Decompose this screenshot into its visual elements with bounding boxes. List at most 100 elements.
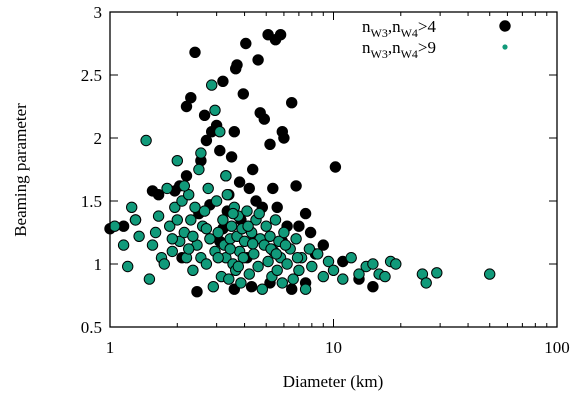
- data-point-series-2: [146, 239, 159, 251]
- data-point-series-2: [193, 163, 205, 176]
- data-point-series-1: [245, 281, 258, 293]
- data-point-series-2: [117, 239, 130, 251]
- data-point-series-2: [260, 220, 272, 232]
- data-point-series-2: [270, 248, 282, 260]
- data-point-series-1: [237, 88, 250, 100]
- data-point-series-2: [287, 273, 299, 285]
- data-point-series-2: [431, 267, 443, 279]
- legend: nW3,nW4>4 nW3,nW4>9: [362, 17, 511, 61]
- data-point-series-2: [171, 214, 184, 226]
- data-point-series-1: [293, 220, 305, 232]
- data-point-series-2: [327, 264, 340, 276]
- data-point-series-2: [187, 230, 199, 243]
- data-point-series-2: [166, 245, 179, 258]
- data-point-series-2: [262, 255, 274, 268]
- data-point-series-2: [367, 258, 379, 270]
- data-point-series-2: [129, 214, 142, 226]
- data-point-series-2: [227, 207, 239, 220]
- data-point-series-2: [232, 260, 245, 273]
- data-point-series-2: [169, 201, 181, 214]
- data-point-series-2: [242, 220, 254, 232]
- data-point-series-2: [122, 260, 134, 273]
- x-tick-label: 100: [544, 338, 570, 357]
- data-point-series-1: [228, 126, 241, 138]
- data-point-series-2: [390, 258, 402, 270]
- data-point-series-2: [178, 180, 191, 192]
- data-point-series-2: [143, 273, 156, 285]
- data-point-series-2: [281, 258, 293, 270]
- data-point-series-2: [306, 260, 318, 273]
- data-point-series-2: [345, 252, 357, 264]
- data-point-series-2: [247, 238, 259, 250]
- data-point-series-1: [274, 29, 287, 41]
- data-point-series-2: [183, 243, 195, 255]
- data-point-series-2: [187, 264, 199, 276]
- data-point-series-1: [243, 182, 256, 195]
- data-point-series-1: [290, 180, 302, 192]
- y-tick-label: 1.5: [81, 192, 102, 211]
- data-point-series-2: [312, 248, 324, 260]
- plot-frame: [109, 11, 558, 328]
- data-point-series-2: [152, 210, 165, 222]
- data-point-series-2: [198, 205, 211, 217]
- data-point-series-2: [225, 220, 238, 232]
- x-tick-label: 1: [106, 338, 115, 357]
- legend-label-series-2: nW3,nW4>9: [362, 38, 436, 61]
- data-point-series-2: [337, 273, 349, 285]
- axis-ticks: 0.511.522.531 10 100: [81, 3, 570, 357]
- y-tick-label: 3: [94, 3, 103, 22]
- data-point-series-2: [209, 104, 221, 117]
- data-point-series-2: [164, 220, 176, 232]
- data-point-series-2: [224, 243, 236, 255]
- data-point-series-2: [220, 170, 232, 182]
- data-point-series-1: [214, 144, 226, 157]
- data-point-series-2: [158, 258, 171, 270]
- data-point-series-2: [140, 134, 152, 147]
- data-point-series-1: [231, 59, 243, 71]
- data-point-series-2: [223, 273, 235, 285]
- data-point-series-1: [198, 109, 211, 122]
- data-point-series-1: [233, 176, 246, 188]
- data-point-series-2: [204, 233, 216, 245]
- data-point-series-2: [252, 260, 264, 273]
- data-point-series-2: [237, 252, 250, 264]
- data-point-series-2: [200, 223, 213, 235]
- data-point-series-2: [189, 201, 201, 214]
- legend-marker-series-2: [502, 44, 508, 50]
- data-point-series-2: [379, 270, 391, 283]
- data-point-series-1: [299, 207, 312, 220]
- data-point-series-2: [166, 233, 179, 245]
- data-point-series-2: [109, 220, 121, 232]
- data-point-series-1: [189, 46, 201, 58]
- data-point-series-2: [126, 201, 138, 214]
- data-point-series-1: [267, 182, 279, 195]
- legend-marker-series-1: [499, 20, 511, 32]
- data-point-series-2: [185, 214, 197, 226]
- data-point-series-2: [133, 230, 145, 243]
- data-point-series-2: [207, 281, 220, 293]
- data-point-series-2: [195, 147, 207, 159]
- data-point-series-2: [484, 268, 496, 280]
- data-point-series-1: [329, 161, 342, 173]
- data-point-series-1: [240, 37, 252, 50]
- data-point-series-1: [200, 134, 213, 147]
- data-point-series-2: [303, 243, 316, 255]
- data-point-series-2: [279, 239, 292, 251]
- data-point-series-1: [286, 283, 298, 295]
- data-point-series-2: [217, 214, 229, 226]
- data-point-series-1: [278, 132, 290, 144]
- data-point-series-1: [217, 75, 229, 88]
- data-point-series-2: [214, 126, 226, 138]
- data-point-series-2: [293, 264, 305, 276]
- data-point-series-2: [353, 268, 365, 280]
- legend-label-series-1: nW3,nW4>4: [362, 17, 436, 40]
- data-point-series-2: [317, 270, 329, 283]
- data-point-series-2: [202, 182, 214, 195]
- data-point-series-2: [241, 205, 253, 217]
- data-point-series-2: [161, 182, 173, 195]
- y-tick-label: 0.5: [81, 318, 102, 337]
- data-point-series-2: [278, 226, 290, 239]
- data-point-series-2: [269, 214, 282, 226]
